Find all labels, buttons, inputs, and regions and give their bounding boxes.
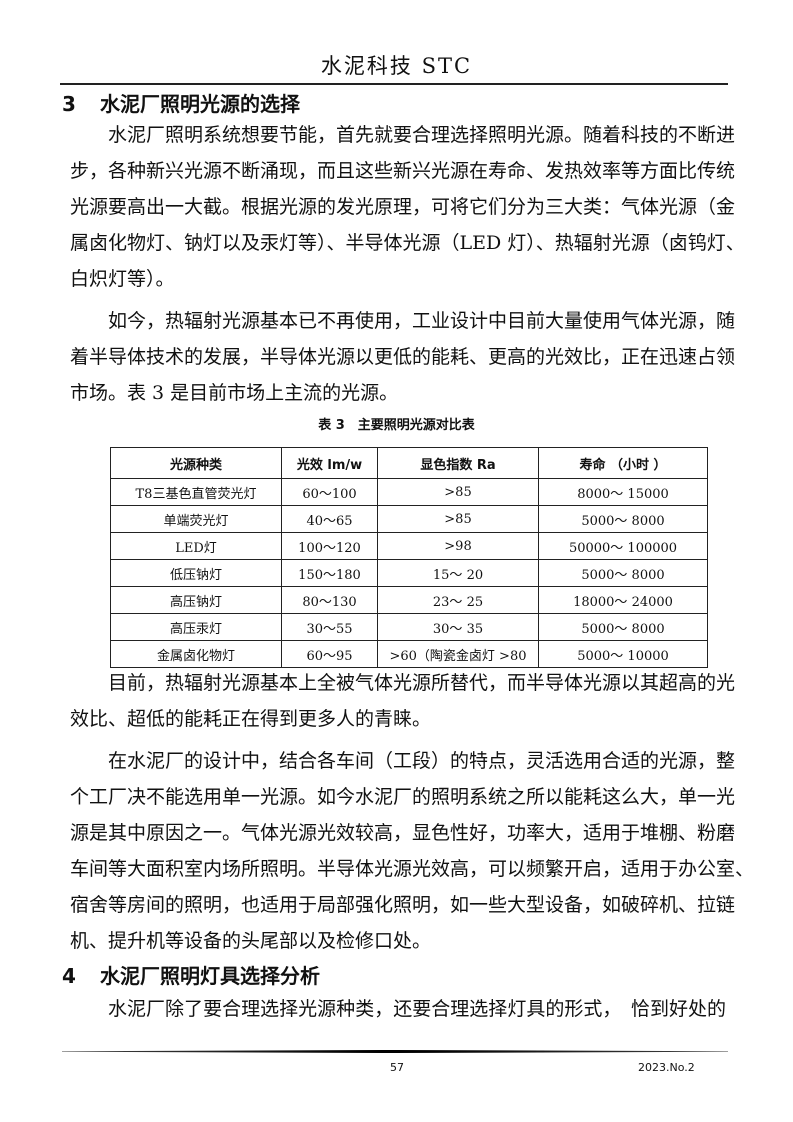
table-cell: 100～120	[281, 532, 378, 560]
table-cell: 18000～ 24000	[538, 586, 708, 614]
table-row: LED灯 100～120 >98 50000～ 100000	[110, 532, 708, 560]
issue-label: 2023.No.2	[638, 1061, 695, 1074]
text-line: 机、提升机等设备的头尾部以及检修口处。	[70, 930, 432, 952]
table-cell: 30～ 35	[377, 613, 539, 641]
table-cell: 80～130	[281, 586, 378, 614]
table-cell: 5000～ 8000	[538, 559, 708, 587]
table-cell: >85	[377, 478, 539, 506]
table-row: 金属卤化物灯 60～95 >60（陶瓷金卤灯 >80 5000～ 10000	[110, 640, 708, 668]
text-line: 属卤化物灯、钠灯以及汞灯等）、半导体光源（LED 灯）、热辐射光源（卤钨灯、	[70, 232, 745, 254]
header-cell: 光效 lm/w	[281, 447, 378, 479]
table-cell: 23～ 25	[377, 586, 539, 614]
table-header-row: 光源种类 光效 lm/w 显色指数 Ra 寿命 （小时 ）	[110, 447, 708, 479]
section-number: 3	[62, 92, 76, 116]
table-cell: LED灯	[110, 532, 282, 560]
section-title: 水泥厂照明光源的选择	[100, 92, 300, 116]
text-line: 目前，热辐射光源基本上全被气体光源所替代，而半导体光源以其超高的光	[108, 672, 736, 694]
table-cell: 高压汞灯	[110, 613, 282, 641]
table-cell: >98	[377, 532, 539, 560]
text-line: 水泥厂除了要合理选择光源种类，还要合理选择灯具的形式， 恰到好处的	[108, 998, 726, 1020]
running-header: 水泥科技 STC	[320, 54, 473, 78]
section-4-heading: 4 水泥厂照明灯具选择分析	[62, 960, 320, 989]
text-line: 白炽灯等）。	[70, 268, 175, 290]
table-cell: 30～55	[281, 613, 378, 641]
table-cell: T8三基色直管荧光灯	[110, 478, 282, 506]
header-cell: 显色指数 Ra	[377, 447, 539, 479]
header-cell: 光源种类	[110, 447, 282, 479]
table-cell: 8000～ 15000	[538, 478, 708, 506]
text-line: 源是其中原因之一。气体光源光效较高，显色性好，功率大，适用于堆棚、粉磨	[70, 822, 736, 844]
table-cell: 50000～ 100000	[538, 532, 708, 560]
header-divider	[60, 83, 728, 85]
table-cell: >60（陶瓷金卤灯 >80	[377, 640, 539, 668]
footer-divider	[62, 1050, 728, 1053]
text-line: 步，各种新兴光源不断涌现，而且这些新兴光源在寿命、发热效率等方面比传统	[70, 160, 736, 182]
light-source-comparison-table: 光源种类 光效 lm/w 显色指数 Ra 寿命 （小时 ） T8三基色直管荧光灯…	[110, 447, 708, 668]
text-line: 效比、超低的能耗正在得到更多人的青睐。	[70, 708, 432, 730]
text-line: 车间等大面积室内场所照明。半导体光源光效高，可以频繁开启，适用于办公室、	[70, 858, 755, 880]
table-cell: 高压钠灯	[110, 586, 282, 614]
header-cell: 寿命 （小时 ）	[538, 447, 708, 479]
text-line: 市场。表 3 是目前市场上主流的光源。	[70, 382, 399, 404]
table-cell: 60～100	[281, 478, 378, 506]
table-cell: 5000～ 8000	[538, 505, 708, 533]
table-cell: 60～95	[281, 640, 378, 668]
page-number: 57	[390, 1061, 404, 1074]
text-line: 宿舍等房间的照明，也适用于局部强化照明，如一些大型设备，如破碎机、拉链	[70, 894, 736, 916]
table-cell: 15～ 20	[377, 559, 539, 587]
section-title: 水泥厂照明灯具选择分析	[100, 964, 320, 988]
text-line: 着半导体技术的发展，半导体光源以更低的能耗、更高的光效比，正在迅速占领	[70, 346, 736, 368]
table-caption: 表 3 主要照明光源对比表	[318, 418, 475, 433]
table-cell: 金属卤化物灯	[110, 640, 282, 668]
table-cell: 5000～ 8000	[538, 613, 708, 641]
section-3-heading: 3 水泥厂照明光源的选择	[62, 88, 300, 117]
table-row: T8三基色直管荧光灯 60～100 >85 8000～ 15000	[110, 478, 708, 506]
table-cell: 低压钠灯	[110, 559, 282, 587]
text-line: 如今，热辐射光源基本已不再使用，工业设计中目前大量使用气体光源，随	[108, 310, 736, 332]
table-cell: 40～65	[281, 505, 378, 533]
section-number: 4	[62, 964, 76, 988]
table-cell: 5000～ 10000	[538, 640, 708, 668]
table-cell: 150～180	[281, 559, 378, 587]
text-line: 水泥厂照明系统想要节能，首先就要合理选择照明光源。随着科技的不断进	[108, 124, 736, 146]
table-row: 单端荧光灯 40～65 >85 5000～ 8000	[110, 505, 708, 533]
text-line: 在水泥厂的设计中，结合各车间（工段）的特点，灵活选用合适的光源，整	[108, 750, 736, 772]
table-row: 高压钠灯 80～130 23～ 25 18000～ 24000	[110, 586, 708, 614]
text-line: 光源要高出一大截。根据光源的发光原理，可将它们分为三大类：气体光源（金	[70, 196, 736, 218]
table-row: 低压钠灯 150～180 15～ 20 5000～ 8000	[110, 559, 708, 587]
table-cell: >85	[377, 505, 539, 533]
table-cell: 单端荧光灯	[110, 505, 282, 533]
text-line: 个工厂决不能选用单一光源。如今水泥厂的照明系统之所以能耗这么大，单一光	[70, 786, 736, 808]
table-row: 高压汞灯 30～55 30～ 35 5000～ 8000	[110, 613, 708, 641]
